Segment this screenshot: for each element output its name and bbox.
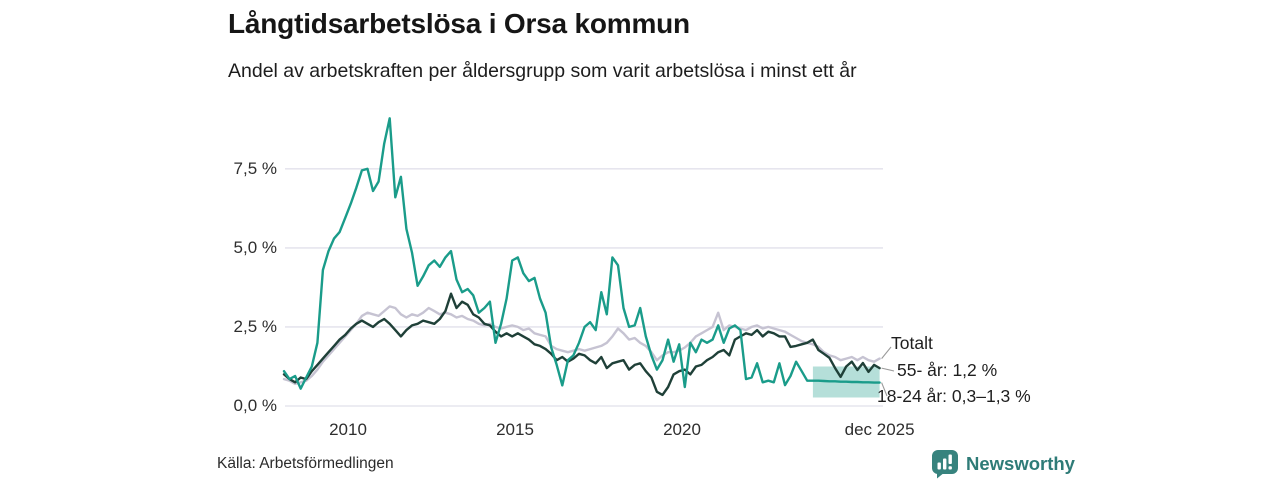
- leader-line: [881, 382, 888, 397]
- series-line-Totalt: [282, 305, 881, 386]
- series-line-55--år: [282, 292, 881, 397]
- x-axis-label: 2020: [663, 420, 701, 439]
- annotation-totalt: Totalt: [891, 333, 933, 353]
- newsworthy-logo-icon: [932, 450, 958, 479]
- y-axis-label: 5,0 %: [233, 237, 277, 257]
- brand-footer: Newsworthy: [931, 449, 1075, 479]
- brand-name: Newsworthy: [966, 453, 1075, 474]
- source-credit: Källa: Arbetsförmedlingen: [217, 455, 394, 472]
- annotation-18-24-ar: 18-24 år: 0,3–1,3 %: [877, 386, 1031, 406]
- leader-line: [881, 346, 892, 359]
- page-title: Långtidsarbetslösa i Orsa kommun: [228, 8, 690, 39]
- series-line-18-24-år: [282, 117, 881, 390]
- x-axis-label: dec 2025: [844, 420, 915, 439]
- y-axis-label: 2,5 %: [233, 316, 277, 336]
- x-axis-label: 2015: [496, 420, 534, 439]
- leader-line: [881, 367, 895, 372]
- y-axis-label: 7,5 %: [233, 158, 277, 178]
- annotation-55-ar: 55- år: 1,2 %: [897, 360, 998, 380]
- chart-subtitle: Andel av arbetskraften per åldersgrupp s…: [228, 60, 857, 82]
- y-axis-label: 0,0 %: [233, 396, 277, 415]
- x-axis-label: 2010: [329, 420, 367, 439]
